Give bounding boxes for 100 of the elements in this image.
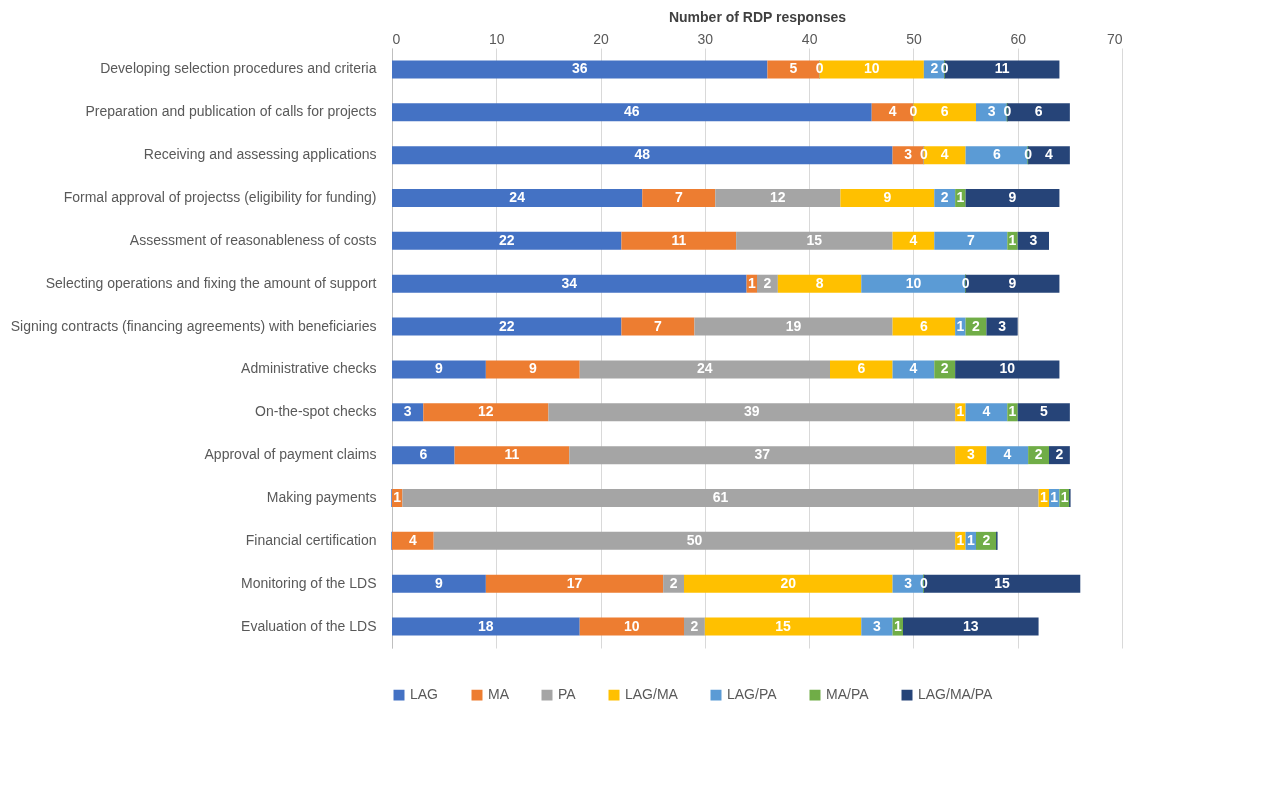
- y-tick-label: Approval of payment claims: [204, 446, 377, 463]
- data-label: 0: [961, 274, 970, 291]
- data-label: 1: [1008, 403, 1017, 420]
- legend-label: LAG: [410, 686, 439, 703]
- data-label: 1: [956, 317, 965, 334]
- data-label: 9: [435, 574, 444, 591]
- data-label: 6: [857, 360, 866, 377]
- data-label: 8: [815, 274, 824, 291]
- data-label: 11: [504, 446, 520, 463]
- y-tick-label: Administrative checks: [241, 360, 377, 377]
- data-label: 1: [747, 274, 756, 291]
- data-label: 20: [780, 574, 797, 591]
- data-label: 4: [982, 403, 991, 420]
- data-label: 7: [654, 317, 663, 334]
- data-label: 10: [624, 617, 640, 634]
- data-label: 2: [972, 317, 981, 334]
- data-label: 4: [909, 231, 918, 248]
- data-label: 24: [697, 360, 713, 377]
- data-label: 48: [634, 146, 651, 163]
- data-label: 3: [1029, 231, 1038, 248]
- y-tick-label: Receiving and assessing applications: [143, 146, 377, 163]
- legend-label: LAG/MA/PA: [918, 686, 994, 703]
- data-label: 46: [624, 103, 640, 120]
- data-label: 39: [744, 403, 760, 420]
- data-label: 1: [1050, 489, 1059, 505]
- data-label: 4: [888, 103, 897, 120]
- data-label: 19: [785, 317, 802, 334]
- x-tick-label: 50: [906, 30, 922, 47]
- data-label: 9: [1008, 189, 1017, 205]
- y-tick-label: Monitoring of the LDS: [241, 574, 377, 591]
- data-label: 1: [1008, 231, 1017, 248]
- x-axis-title: Number of RDP responses: [668, 8, 847, 25]
- data-label: 11: [994, 60, 1010, 77]
- data-label: 2: [982, 531, 991, 548]
- data-label: 1: [1039, 489, 1048, 505]
- x-tick-label: 40: [801, 30, 818, 47]
- data-label: 11: [671, 231, 687, 248]
- data-label: 5: [789, 60, 798, 77]
- data-label: 1: [956, 189, 965, 205]
- data-label: 3: [873, 617, 882, 634]
- data-label: 4: [940, 146, 949, 163]
- data-label: 0: [1003, 103, 1012, 120]
- data-label: 15: [806, 231, 823, 248]
- data-label: 2: [930, 60, 939, 77]
- data-label: 10: [999, 360, 1016, 377]
- data-label: 4: [909, 360, 918, 377]
- data-label: 0: [919, 574, 928, 591]
- data-label: 50: [686, 531, 703, 548]
- y-tick-label: Formal approval of projectss (eligibility for funding): [63, 189, 377, 205]
- data-label: 61: [712, 489, 729, 505]
- legend-label: LAG/MA: [625, 686, 679, 703]
- data-label: 6: [1034, 103, 1043, 120]
- y-tick-label: On-the-spot checks: [255, 403, 377, 420]
- data-label: 3: [904, 146, 913, 163]
- data-label: 36: [571, 60, 588, 77]
- data-label: 3: [403, 403, 412, 420]
- data-label: 13: [963, 617, 979, 634]
- data-label: 2: [1055, 446, 1064, 463]
- data-label: 18: [478, 617, 494, 634]
- data-label: 1: [956, 531, 965, 548]
- data-label: 34: [561, 274, 578, 291]
- data-label: 6: [419, 446, 428, 463]
- y-tick-label: Signing contracts (financing agreements) with beneficiaries: [10, 317, 377, 334]
- x-tick-label: 0: [392, 30, 401, 47]
- data-label: 10: [863, 60, 880, 77]
- data-label: 15: [994, 574, 1011, 591]
- data-label: 4: [1003, 446, 1012, 463]
- data-label: 2: [1034, 446, 1043, 463]
- x-tick-label: 30: [697, 30, 714, 47]
- data-label: 12: [770, 189, 786, 205]
- data-label: 1: [893, 617, 902, 634]
- data-label: 9: [528, 360, 537, 377]
- data-label: 2: [763, 274, 772, 291]
- data-label: 22: [498, 231, 515, 248]
- data-label: 6: [992, 146, 1001, 163]
- data-label: 1: [956, 403, 965, 420]
- x-tick-label: 60: [1010, 30, 1027, 47]
- y-tick-label: Evaluation of the LDS: [241, 617, 377, 634]
- y-tick-label: Assessment of reasonableness of costs: [129, 231, 377, 248]
- data-label: 0: [1024, 146, 1033, 163]
- legend-label: MA: [488, 686, 510, 703]
- data-label: 1: [966, 531, 975, 548]
- y-tick-label: Financial certification: [245, 531, 377, 548]
- data-label: 2: [669, 574, 678, 591]
- data-label: 0: [815, 60, 824, 77]
- legend-label: LAG/PA: [727, 686, 778, 703]
- data-label: 9: [435, 360, 444, 377]
- data-label: 3: [987, 103, 996, 120]
- data-label: 2: [690, 617, 699, 634]
- data-label: 4: [408, 531, 417, 548]
- y-tick-label: Selecting operations and fixing the amount of support: [45, 274, 377, 291]
- data-label: 3: [904, 574, 913, 591]
- data-label: 9: [1008, 274, 1017, 291]
- data-label: 9: [883, 189, 892, 205]
- y-tick-label: Making payments: [266, 489, 377, 505]
- data-label: 5: [1039, 403, 1048, 420]
- data-label: 10: [905, 274, 922, 291]
- data-label: 6: [919, 317, 928, 334]
- legend-label: MA/PA: [826, 686, 870, 703]
- data-label: 37: [754, 446, 771, 463]
